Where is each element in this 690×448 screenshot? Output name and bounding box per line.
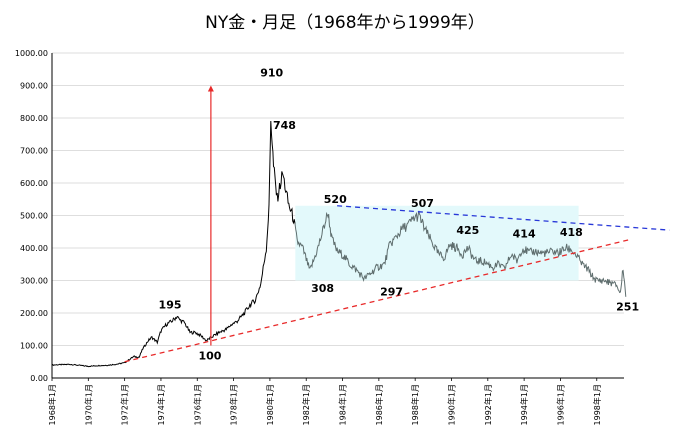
x-tick-label: 1972年1月 <box>120 384 130 425</box>
y-tick-label: 500.00 <box>20 212 48 221</box>
annotation-label: 100 <box>198 350 221 363</box>
trendlines <box>124 205 670 363</box>
annotation-label: 251 <box>616 300 639 313</box>
annotation-label: 507 <box>411 197 434 210</box>
x-tick-label: 1992年1月 <box>483 384 493 425</box>
price-series <box>51 120 627 368</box>
x-tick-label: 1990年1月 <box>446 384 456 425</box>
x-tick-label: 1970年1月 <box>83 384 93 425</box>
y-tick-labels: 0.00 100.00 200.00 300.00 400.00 500.00 600.00… <box>15 49 48 383</box>
x-tick-label: 1980年1月 <box>265 384 275 425</box>
x-tick-label: 1986年1月 <box>374 384 384 425</box>
x-tick-label: 1996年1月 <box>555 384 565 425</box>
y-tick-label: 0.00 <box>30 374 48 383</box>
rise-arrow <box>207 85 214 346</box>
annotation-label: 308 <box>311 282 334 295</box>
annotation-label: 748 <box>273 119 296 132</box>
y-tick-label: 1000.00 <box>15 49 48 58</box>
arrow-head <box>207 85 214 92</box>
y-tick-label: 200.00 <box>20 309 48 318</box>
price-line-late <box>294 210 627 297</box>
x-tick-label: 1982年1月 <box>301 384 311 425</box>
trendline <box>337 205 670 231</box>
y-tick-label: 800.00 <box>20 114 48 123</box>
y-tick-label: 900.00 <box>20 82 48 91</box>
annotation-label: 520 <box>324 193 347 206</box>
x-tick-labels: 1968年1月 1970年1月 1972年1月 1974年1月 1976年1月 1978年… <box>47 384 602 425</box>
y-tick-label: 100.00 <box>20 342 48 351</box>
x-tick-label: 1968年1月 <box>47 384 57 425</box>
x-tick-label: 1984年1月 <box>338 384 348 425</box>
x-tick-label: 1976年1月 <box>192 384 202 425</box>
annotation-label: 425 <box>456 224 479 237</box>
y-tick-label: 600.00 <box>20 179 48 188</box>
annotations: 910 748 520 507 425 414 418 195 100 308 297 251 <box>159 66 640 362</box>
annotation-label: 297 <box>380 285 403 298</box>
axes <box>51 53 624 381</box>
chart-title: NY金・月足（1968年から1999年） <box>205 13 485 33</box>
shaded-region <box>295 205 579 281</box>
annotation-label: 418 <box>560 226 583 239</box>
x-tick-label: 1974年1月 <box>156 384 166 425</box>
x-tick-label: 1994年1月 <box>519 384 529 425</box>
price-line-early <box>51 120 296 368</box>
y-tick-label: 300.00 <box>20 277 48 286</box>
y-tick-label: 400.00 <box>20 244 48 253</box>
annotation-label: 195 <box>159 299 182 312</box>
x-tick-label: 1988年1月 <box>410 384 420 425</box>
annotation-label: 414 <box>513 227 536 240</box>
shaded-range <box>295 205 579 281</box>
x-tick-label: 1998年1月 <box>592 384 602 425</box>
annotation-label: 910 <box>260 66 283 79</box>
trendline <box>124 238 632 363</box>
x-tick-label: 1978年1月 <box>229 384 239 425</box>
y-tick-label: 700.00 <box>20 147 48 156</box>
